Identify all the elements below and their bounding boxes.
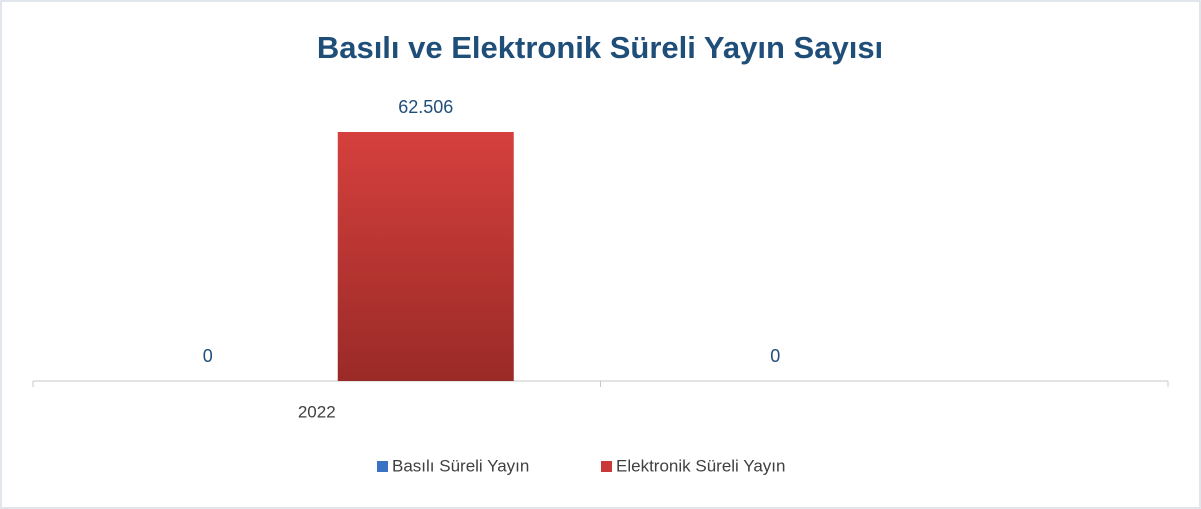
data-label: 0 <box>770 346 780 366</box>
legend-label: Elektronik Süreli Yayın <box>616 456 785 475</box>
legend-swatch <box>377 461 388 472</box>
legend-label: Basılı Süreli Yayın <box>392 456 529 475</box>
legend-swatch <box>601 461 612 472</box>
bar <box>337 132 514 381</box>
chart-title: Basılı ve Elektronik Süreli Yayın Sayısı <box>317 30 883 65</box>
data-label: 0 <box>203 346 213 366</box>
x-tick-label: 2022 <box>298 402 336 421</box>
data-label: 62.506 <box>398 97 453 117</box>
